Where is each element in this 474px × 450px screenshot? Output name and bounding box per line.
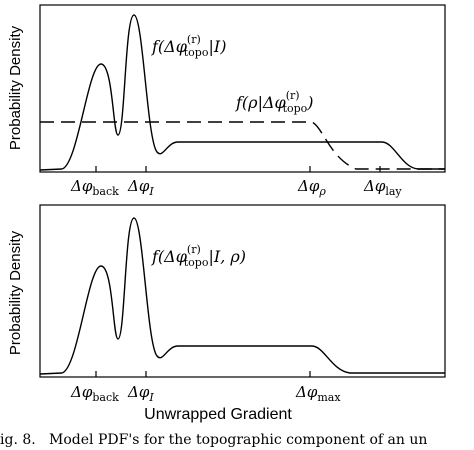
annotation-f-topo-given-i: f(Δφ(r) topo|I) [151, 33, 226, 59]
ticklabel-phi-i-bottom: ΔφI [127, 383, 154, 404]
ticklabel-phi-back-top: Δφback [70, 177, 119, 198]
annotation-f-rho-given-topo: f(ρ|Δφ(r) topo) [235, 89, 314, 115]
series-bottom-solid [39, 217, 445, 375]
panel-bottom: Probability Density Δφback ΔφI Δφmax f(Δ… [7, 204, 446, 423]
xlabel-bottom: Unwrapped Gradient [144, 406, 292, 423]
panel-top: Probability Density Δφback ΔφI Δφρ Δφlay… [7, 4, 446, 198]
ylabel-bottom: Probability Density [7, 230, 24, 355]
ticklabel-phi-max-bottom: Δφmax [295, 383, 341, 404]
x-ticks-top [95, 166, 381, 172]
x-ticks-bottom [95, 371, 311, 377]
series-top-dashed [40, 121, 445, 170]
plot-frame-top [39, 4, 446, 173]
ylabel-top: Probability Density [7, 25, 24, 150]
annotation-f-topo-given-i-rho: f(Δφ(r) topo|I, ρ) [151, 243, 246, 269]
series-top-solid [39, 14, 445, 171]
ticklabel-phi-lay-top: Δφlay [363, 177, 402, 198]
ticklabel-phi-rho-top: Δφρ [297, 177, 326, 198]
ticklabel-phi-i-top: ΔφI [127, 177, 154, 198]
ticklabel-phi-back-bottom: Δφback [70, 383, 119, 404]
figure-caption: ig. 8. Model PDF's for the topographic c… [0, 432, 427, 448]
plot-frame-bottom [39, 204, 446, 378]
